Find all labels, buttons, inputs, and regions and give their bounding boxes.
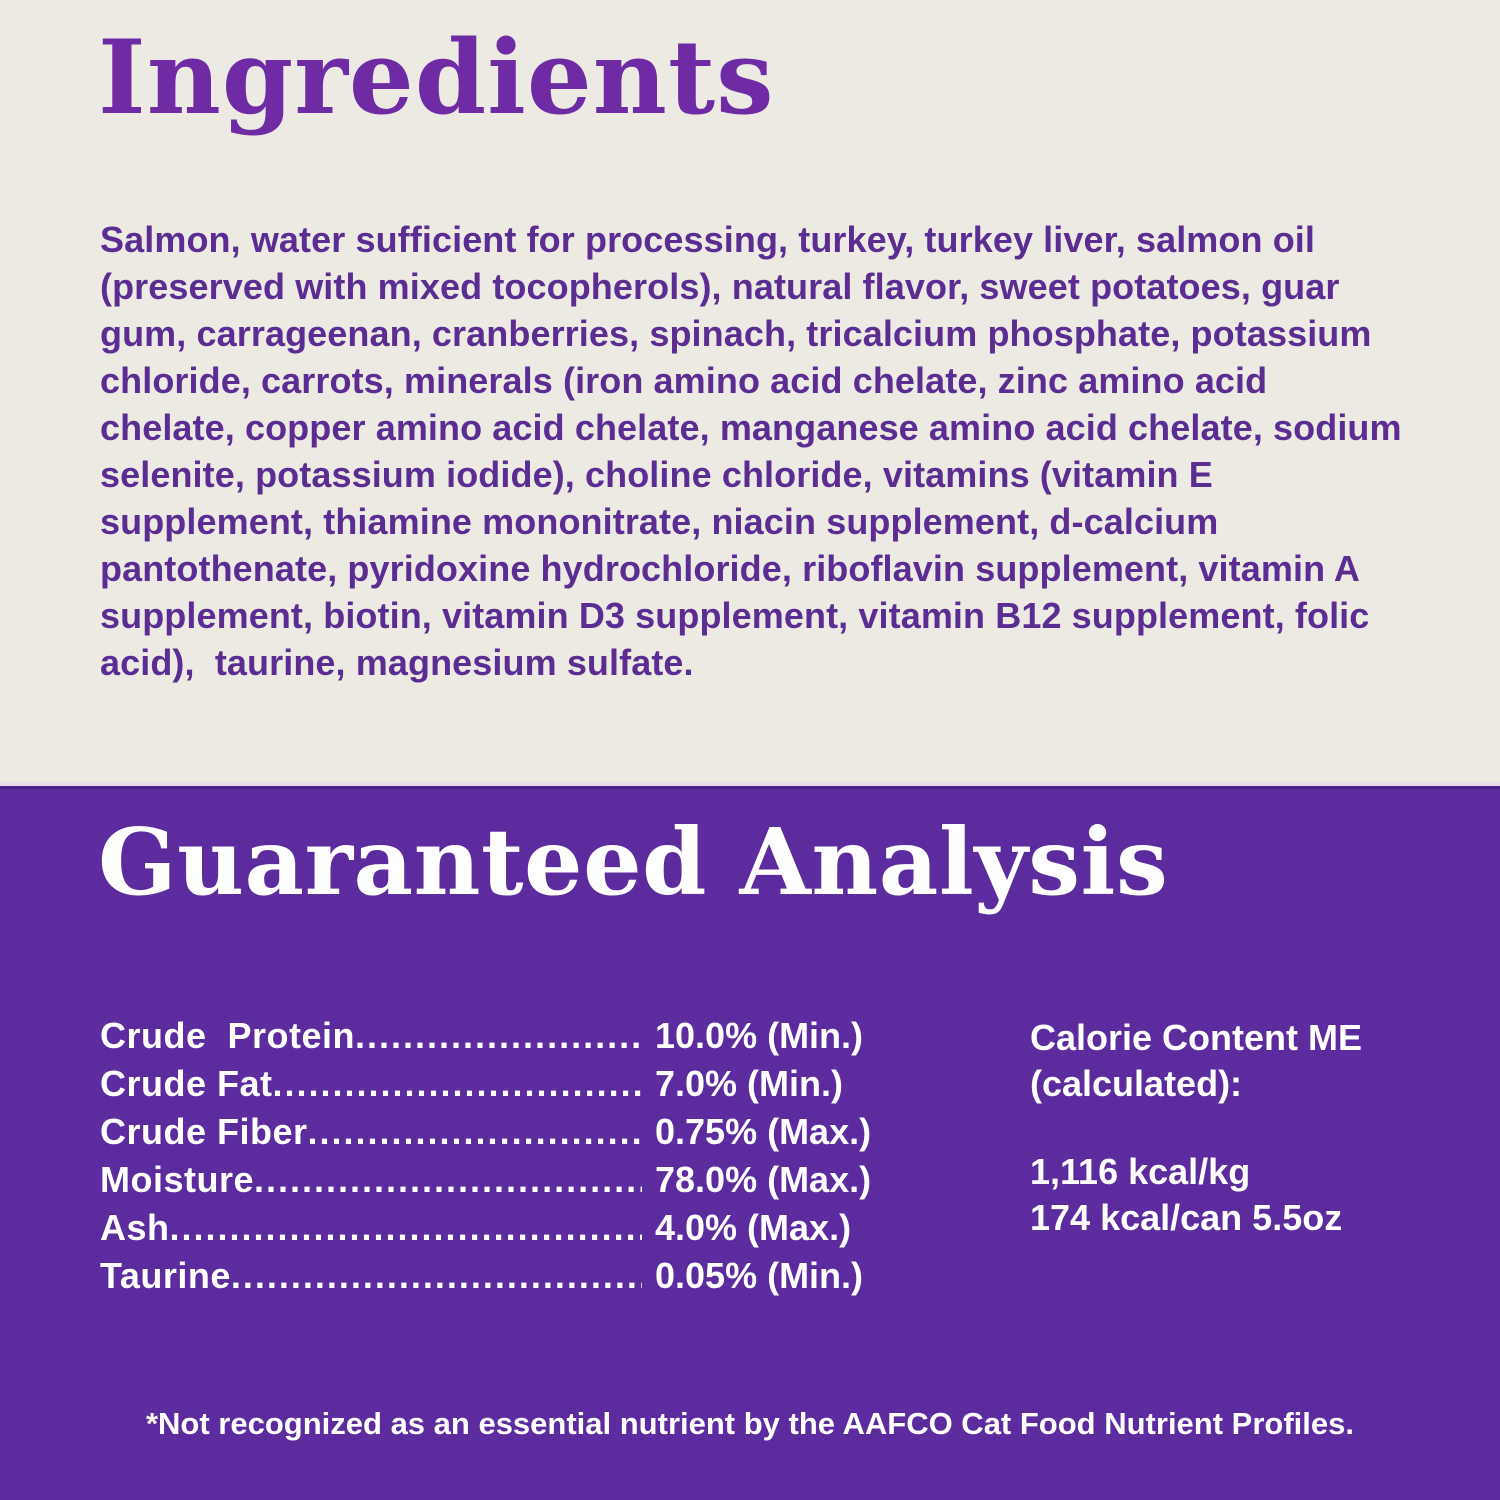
ingredients-title: Ingredients (98, 18, 775, 138)
nutrient-label: Crude Protein (100, 1015, 356, 1056)
calorie-content-block: Calorie Content ME (calculated): 1,116 k… (1030, 1015, 1430, 1241)
analysis-row-left: Crude Fiber.............................… (100, 1111, 642, 1153)
analysis-row: Crude Protein...........................… (100, 1015, 915, 1063)
analysis-row-left: Taurine.................................… (100, 1255, 642, 1297)
analysis-row: Moisture................................… (100, 1159, 915, 1207)
analysis-row-left: Moisture................................… (100, 1159, 642, 1201)
calorie-heading-line1: Calorie Content ME (1030, 1017, 1363, 1058)
nutrient-label: Crude Fiber (100, 1111, 308, 1152)
guaranteed-analysis-title: Guaranteed Analysis (98, 808, 1169, 916)
analysis-table: Crude Protein...........................… (100, 1015, 915, 1303)
analysis-row: Taurine.................................… (100, 1255, 915, 1303)
analysis-row-left: Ash.....................................… (100, 1207, 642, 1249)
dot-leader: ........................................… (254, 1159, 642, 1200)
aafco-footnote: *Not recognized as an essential nutrient… (145, 1406, 1354, 1441)
calorie-kcal-per-kg: 1,116 kcal/kg (1030, 1151, 1251, 1192)
guaranteed-analysis-section: Guaranteed Analysis Crude Protein.......… (0, 782, 1500, 1500)
nutrient-value: 0.05% (Min.) (655, 1255, 864, 1296)
dot-leader: ........................................… (272, 1063, 642, 1104)
nutrient-label: Moisture (100, 1159, 255, 1200)
section-divider-light (0, 782, 1500, 786)
dot-leader: ........................................… (307, 1111, 642, 1152)
nutrient-label: Ash (100, 1207, 170, 1248)
nutrient-value: 78.0% (Max.) (655, 1159, 872, 1200)
dot-leader: ........................................… (230, 1255, 642, 1296)
calorie-heading-line2: (calculated): (1030, 1063, 1243, 1104)
dot-leader: ........................................… (169, 1207, 642, 1248)
nutrient-value: 4.0% (Max.) (655, 1207, 852, 1248)
analysis-row-left: Crude Fat...............................… (100, 1063, 642, 1105)
nutrient-value: 7.0% (Min.) (655, 1063, 844, 1104)
nutrient-label: Taurine (100, 1255, 231, 1296)
section-divider-dark (0, 786, 1500, 789)
analysis-row-left: Crude Protein...........................… (100, 1015, 642, 1057)
nutrient-value: 0.75% (Max.) (655, 1111, 872, 1152)
analysis-row: Crude Fiber.............................… (100, 1111, 915, 1159)
analysis-row: Crude Fat...............................… (100, 1063, 915, 1111)
dot-leader: ........................................… (355, 1015, 642, 1056)
ingredients-text: Salmon, water sufficient for processing,… (100, 219, 1412, 683)
ingredients-section: Ingredients Salmon, water sufficient for… (98, 18, 1412, 683)
nutrient-value: 10.0% (Min.) (655, 1015, 864, 1056)
nutrient-label: Crude Fat (100, 1063, 273, 1104)
calorie-values: 1,116 kcal/kg 174 kcal/can 5.5oz (1030, 1149, 1430, 1241)
calorie-kcal-per-can: 174 kcal/can 5.5oz (1030, 1197, 1343, 1238)
analysis-row: Ash.....................................… (100, 1207, 915, 1255)
